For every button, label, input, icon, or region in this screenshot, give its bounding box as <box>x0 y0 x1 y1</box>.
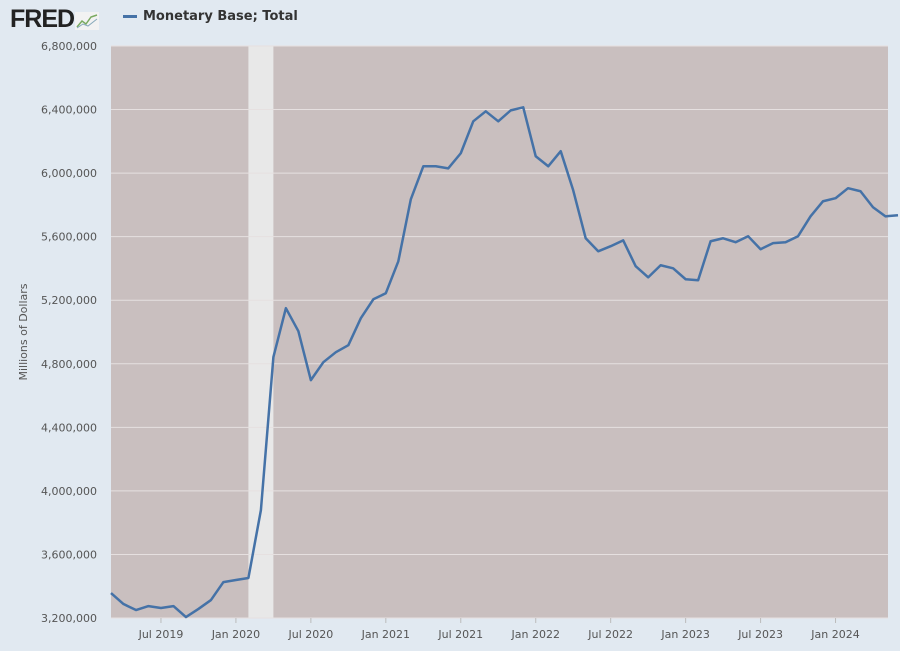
x-tick-label: Jan 2024 <box>810 628 859 641</box>
series-line <box>110 106 899 619</box>
y-tick-label: 6,800,000 <box>41 40 97 53</box>
logo-text: FRED <box>10 5 75 33</box>
fred-logo[interactable]: FRED <box>10 5 100 34</box>
y-tick-label: 5,600,000 <box>41 231 97 244</box>
x-tick-label: Jan 2020 <box>211 628 260 641</box>
recession-shading <box>248 46 274 618</box>
plot-area <box>111 46 888 618</box>
y-tick-label: 4,000,000 <box>41 485 97 498</box>
chart-logo-icon <box>75 12 100 31</box>
x-tick-label: Jan 2022 <box>511 628 560 641</box>
y-tick-label: 4,800,000 <box>41 358 97 371</box>
y-axis-label: Millions of Dollars <box>17 283 30 380</box>
y-tick-label: 6,000,000 <box>41 167 97 180</box>
x-tick-label: Jul 2023 <box>737 628 783 641</box>
y-tick-label: 4,400,000 <box>41 421 97 434</box>
x-tick-label: Jan 2021 <box>361 628 410 641</box>
legend-swatch <box>123 15 137 18</box>
x-tick-label: Jul 2022 <box>587 628 633 641</box>
x-tick-label: Jul 2020 <box>287 628 333 641</box>
y-tick-label: 3,600,000 <box>41 548 97 561</box>
x-tick-label: Jan 2023 <box>660 628 709 641</box>
chart-legend: Monetary Base; Total <box>123 9 298 24</box>
y-tick-label: 5,200,000 <box>41 294 97 307</box>
x-tick-label: Jul 2021 <box>437 628 483 641</box>
legend-label: Monetary Base; Total <box>143 9 298 24</box>
y-tick-label: 6,400,000 <box>41 104 97 117</box>
x-tick-label: Jul 2019 <box>138 628 184 641</box>
y-tick-label: 3,200,000 <box>41 612 97 625</box>
